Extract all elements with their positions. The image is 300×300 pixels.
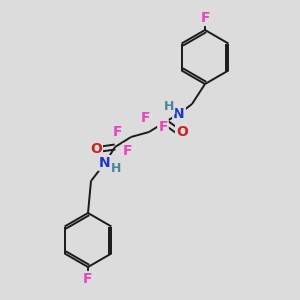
Text: F: F <box>123 144 133 158</box>
Text: H: H <box>164 100 174 113</box>
Text: F: F <box>141 111 151 125</box>
Text: F: F <box>83 272 93 286</box>
Text: H: H <box>111 161 121 175</box>
Text: N: N <box>173 107 185 121</box>
Text: O: O <box>176 125 188 139</box>
Text: F: F <box>112 125 122 139</box>
Text: F: F <box>158 120 168 134</box>
Text: N: N <box>99 156 111 170</box>
Text: F: F <box>200 11 210 25</box>
Text: O: O <box>90 142 102 156</box>
